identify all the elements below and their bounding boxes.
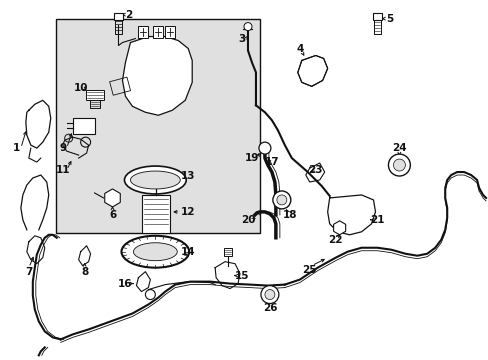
Bar [56,19,260,233]
Bar [142,195,170,233]
Text: 16: 16 [118,279,132,289]
Text: 15: 15 [234,271,249,281]
Text: 24: 24 [391,143,406,153]
Circle shape [272,191,290,209]
Polygon shape [122,37,192,115]
Text: 23: 23 [308,165,322,175]
Text: 11: 11 [55,165,70,175]
Bar [372,13,382,20]
Ellipse shape [121,236,189,268]
Polygon shape [327,195,375,235]
Circle shape [261,285,278,303]
Text: 20: 20 [240,215,255,225]
Ellipse shape [130,171,180,189]
Text: 17: 17 [264,157,279,167]
Text: 18: 18 [282,210,297,220]
Text: 5: 5 [385,14,392,24]
Text: 3: 3 [238,33,245,44]
Polygon shape [333,221,345,235]
Text: 10: 10 [73,84,88,93]
Bar [224,248,232,256]
Ellipse shape [124,166,186,194]
Polygon shape [297,55,327,86]
Text: 4: 4 [296,44,303,54]
Text: 6: 6 [109,210,116,220]
Bar [109,77,130,95]
Circle shape [276,195,286,205]
Text: 8: 8 [81,267,88,276]
Circle shape [387,154,409,176]
Text: 13: 13 [181,171,195,181]
Text: 12: 12 [181,207,195,217]
Circle shape [244,23,251,31]
Text: 19: 19 [244,153,259,163]
Bar [153,26,163,37]
Bar [85,90,103,100]
Text: 9: 9 [59,143,66,153]
Text: 2: 2 [124,10,132,20]
Bar [165,26,175,37]
Text: 1: 1 [13,143,20,153]
Polygon shape [104,189,120,207]
Text: 25: 25 [302,265,316,275]
Circle shape [393,159,405,171]
Bar [73,118,94,134]
Text: 14: 14 [181,247,195,257]
Text: 22: 22 [328,235,342,245]
Text: 7: 7 [25,267,33,276]
Bar [113,13,123,20]
Text: 21: 21 [369,215,384,225]
Circle shape [264,289,274,300]
Circle shape [259,142,270,154]
Bar [138,26,148,37]
Ellipse shape [133,243,177,261]
Text: 26: 26 [262,302,277,312]
